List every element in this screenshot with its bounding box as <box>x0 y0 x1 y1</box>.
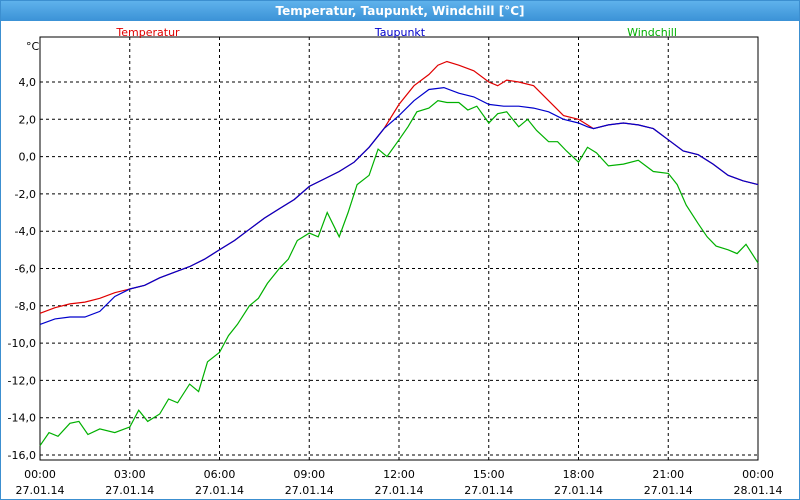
x-tick-time: 12:00 <box>383 468 415 481</box>
plot-area-border <box>39 36 759 461</box>
y-tick-label: 0,0 <box>19 151 37 164</box>
series-line-taupunkt <box>39 86 759 325</box>
y-tick-label: -4,0 <box>15 225 36 238</box>
legend-temperatur: Temperatur <box>115 26 180 39</box>
y-tick-label: -12,0 <box>8 374 36 387</box>
x-tick-date: 28.01.14 <box>734 484 783 497</box>
x-tick-time: 15:00 <box>473 468 505 481</box>
y-tick-label: -2,0 <box>15 188 36 201</box>
y-tick-label: -8,0 <box>15 300 36 313</box>
y-tick-label: -6,0 <box>15 263 36 276</box>
y-axis-label: °C <box>26 40 40 53</box>
x-tick-date: 27.01.14 <box>195 484 244 497</box>
y-axis-ticks: 4,0 2,0 0,0 -2,0 -4,0 -6,0 -8,0 -10,0 -12,0 -14,0… <box>8 76 36 462</box>
x-tick-time: 09:00 <box>293 468 325 481</box>
x-tick-time: 03:00 <box>114 468 146 481</box>
x-tick-time: 00:00 <box>742 468 774 481</box>
x-tick-time: 00:00 <box>24 468 56 481</box>
y-tick-label: -10,0 <box>8 337 36 350</box>
y-tick-label: 2,0 <box>19 113 37 126</box>
gridlines <box>39 37 759 460</box>
x-tick-time: 06:00 <box>204 468 236 481</box>
y-tick-label: -14,0 <box>8 412 36 425</box>
window-title: Temperatur, Taupunkt, Windchill [°C] <box>1 1 799 21</box>
legend-taupunkt: Taupunkt <box>374 26 426 39</box>
series-line-windchill <box>39 100 759 447</box>
legend-windchill: Windchill <box>627 26 677 39</box>
x-tick-date: 27.01.14 <box>644 484 693 497</box>
x-tick-date: 27.01.14 <box>554 484 603 497</box>
x-tick-date: 27.01.14 <box>464 484 513 497</box>
series-lines <box>39 60 759 447</box>
x-tick-date: 27.01.14 <box>285 484 334 497</box>
y-tick-label: -16,0 <box>8 449 36 462</box>
x-tick-date: 27.01.14 <box>105 484 154 497</box>
x-tick-time: 18:00 <box>563 468 595 481</box>
y-tick-label: 4,0 <box>19 76 37 89</box>
x-axis-ticks: 00:00 27.01.14 03:00 27.01.14 06:00 27.01.14 0… <box>16 468 783 497</box>
x-tick-time: 21:00 <box>652 468 684 481</box>
x-tick-date: 27.01.14 <box>375 484 424 497</box>
x-tick-date: 27.01.14 <box>16 484 65 497</box>
